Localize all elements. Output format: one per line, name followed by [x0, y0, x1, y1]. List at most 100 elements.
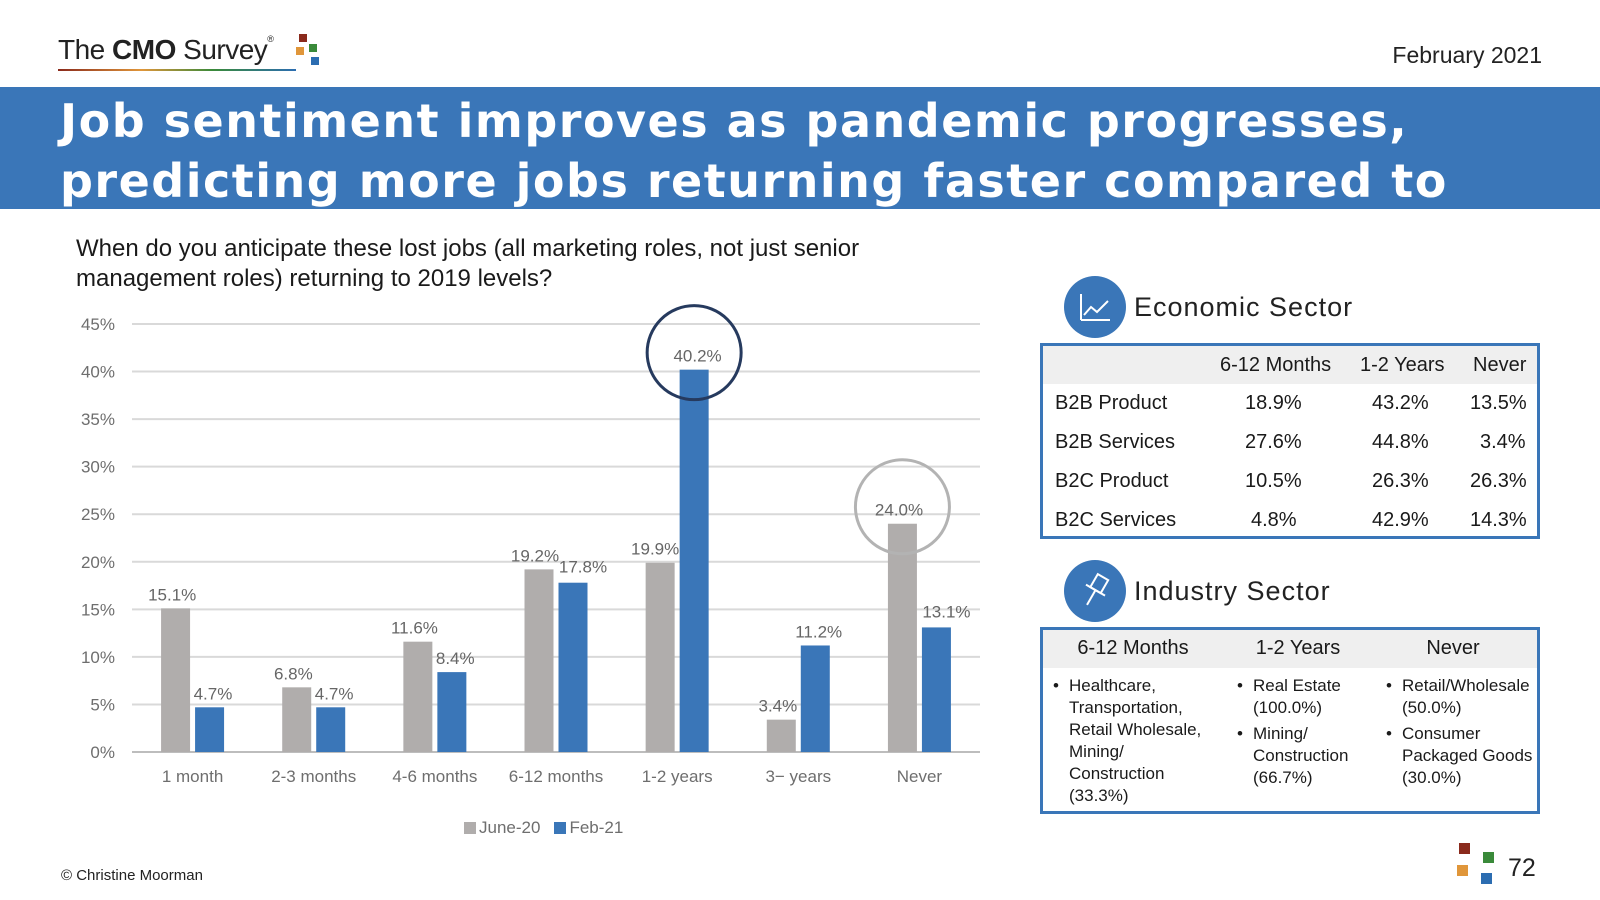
y-tick-label: 20%: [81, 553, 115, 572]
bar-feb-21: [679, 369, 709, 752]
econ-cell: 14.3%: [1470, 509, 1527, 531]
list-item: Healthcare, Transportation, Retail Whole…: [1053, 675, 1223, 807]
econ-cell: 26.3%: [1372, 470, 1429, 492]
econ-col-1-2-years: 1-2 Years: [1360, 354, 1445, 376]
legend-swatch-feb-21: [554, 822, 567, 834]
econ-cell: 42.9%: [1372, 509, 1429, 531]
x-tick-label: 4-6 months: [392, 767, 477, 786]
legend-label-feb-21: Feb-21: [569, 818, 624, 837]
x-tick-label: 1-2 years: [642, 767, 713, 786]
data-label-feb-21: 40.2%: [673, 347, 721, 366]
job-return-bar-chart: 0% 5% 10% 15% 20% 25% 30% 35% 40% 45% 1 month 2-3 m…: [81, 304, 980, 786]
econ-cell: 44.8%: [1372, 431, 1429, 453]
data-label-june-20: 11.6%: [391, 619, 438, 638]
y-tick-label: 15%: [81, 600, 115, 619]
bar-june-20: [524, 569, 554, 752]
econ-cell: 26.3%: [1470, 470, 1527, 492]
logo-cmo: CMO: [112, 34, 176, 65]
logo-squares-icon: [296, 34, 336, 74]
industry-sector-heading: Industry Sector: [1064, 560, 1331, 622]
y-tick-label: 10%: [81, 648, 115, 667]
y-tick-label: 5%: [90, 695, 115, 714]
logo-underline: [58, 69, 296, 71]
legend-item-feb-21: Feb-21: [554, 818, 623, 838]
econ-cell: 10.5%: [1245, 470, 1302, 492]
x-tick-label: 3− years: [765, 767, 831, 786]
industry-sector-title: Industry Sector: [1134, 575, 1331, 606]
legend-label-june-20: June-20: [479, 818, 541, 837]
y-tick-label: 0%: [90, 743, 115, 762]
economic-table-header: [1043, 346, 1537, 384]
highlight-circle: [645, 304, 743, 402]
econ-cell: 43.2%: [1372, 392, 1429, 414]
copyright-notice: © Christine Moorman: [61, 867, 203, 884]
data-label-feb-21: 4.7%: [194, 684, 233, 703]
economic-sector-heading: Economic Sector: [1064, 276, 1353, 338]
bar-feb-21: [558, 582, 588, 752]
econ-row-label: B2C Product: [1055, 470, 1169, 492]
ind-list-never: Retail/Wholesale (50.0%) Consumer Packag…: [1386, 675, 1536, 793]
list-item: Real Estate (100.0%): [1237, 675, 1377, 719]
data-label-june-20: 6.8%: [274, 664, 313, 683]
ind-col-never: Never: [1426, 637, 1480, 659]
data-label-june-20: 24.0%: [875, 501, 923, 520]
bar-feb-21: [437, 672, 467, 752]
data-label-feb-21: 8.4%: [436, 649, 475, 668]
econ-cell: 13.5%: [1470, 392, 1527, 414]
data-label-feb-21: 13.1%: [922, 602, 970, 621]
data-label-june-20: 19.9%: [631, 540, 679, 559]
list-item: Consumer Packaged Goods (30.0%): [1386, 723, 1536, 789]
data-label-june-20: 3.4%: [759, 697, 798, 716]
bar-june-20: [887, 523, 917, 752]
ind-list-6-12-months: Healthcare, Transportation, Retail Whole…: [1053, 675, 1223, 811]
bar-feb-21: [800, 645, 830, 752]
y-tick-label: 40%: [81, 363, 115, 382]
bar-june-20: [645, 562, 675, 752]
pushpin-icon: [1064, 560, 1126, 622]
logo-wordmark: The CMO Survey®: [58, 34, 274, 66]
x-tick-label: 1 month: [162, 767, 223, 786]
logo-survey: Survey: [183, 34, 268, 65]
data-label-feb-21: 4.7%: [315, 684, 354, 703]
cmo-survey-logo: The CMO Survey®: [58, 34, 319, 74]
bar-june-20: [766, 719, 796, 752]
bar-feb-21: [316, 707, 346, 752]
ind-col-6-12-months: 6-12 Months: [1077, 637, 1189, 659]
econ-col-6-12-months: 6-12 Months: [1220, 354, 1332, 376]
legend-item-june-20: June-20: [464, 818, 540, 838]
econ-col-never: Never: [1473, 354, 1527, 376]
bar-feb-21: [195, 707, 225, 752]
y-tick-label: 30%: [81, 458, 115, 477]
y-tick-label: 35%: [81, 410, 115, 429]
data-label-june-20: 19.2%: [511, 546, 559, 565]
y-tick-label: 25%: [81, 505, 115, 524]
logo-registered-mark: ®: [267, 34, 274, 44]
survey-question: When do you anticipate these lost jobs (…: [76, 235, 860, 292]
bar-feb-21: [921, 627, 951, 752]
data-label-feb-21: 17.8%: [559, 558, 607, 577]
economic-sector-title: Economic Sector: [1134, 291, 1354, 322]
x-tick-label: Never: [897, 767, 943, 786]
econ-cell: 3.4%: [1480, 431, 1526, 453]
report-date: February 2021: [1392, 42, 1542, 68]
page-number: 72: [1508, 854, 1536, 882]
bar-june-20: [403, 641, 433, 752]
data-label-june-20: 15.1%: [148, 585, 196, 604]
logo-the: The: [58, 34, 105, 65]
economic-sector-table: 6-12 Months 1-2 Years Never B2B Product …: [1040, 343, 1540, 539]
x-tick-label: 6-12 months: [509, 767, 604, 786]
industry-table-header: [1043, 630, 1537, 668]
econ-cell: 18.9%: [1245, 392, 1302, 414]
list-item: Mining/ Construction (66.7%): [1237, 723, 1377, 789]
econ-cell: 27.6%: [1245, 431, 1302, 453]
econ-cell: 4.8%: [1251, 509, 1297, 531]
page-title: Job sentiment improves as pandemic progr…: [60, 94, 1448, 268]
data-label-feb-21: 11.2%: [795, 622, 842, 641]
ind-col-1-2-years: 1-2 Years: [1255, 637, 1341, 659]
ind-list-1-2-years: Real Estate (100.0%) Mining/ Constructio…: [1237, 675, 1377, 793]
econ-row-label: B2B Product: [1055, 392, 1168, 414]
title-banner: Job sentiment improves as pandemic progr…: [0, 87, 1600, 268]
brand-squares-icon: [1455, 843, 1495, 885]
x-tick-label: 2-3 months: [271, 767, 356, 786]
econ-row-label: B2B Services: [1055, 431, 1176, 453]
